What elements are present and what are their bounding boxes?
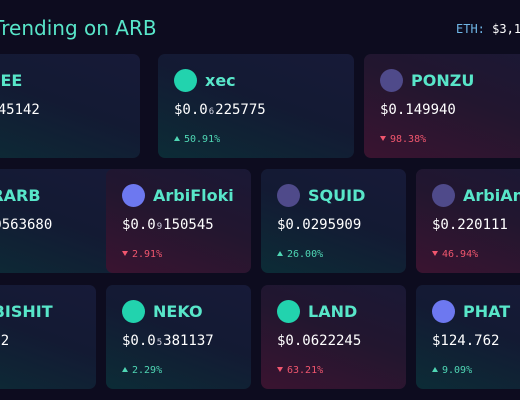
price-prefix: $0.0295909 (277, 217, 362, 233)
token-header: PHAT (432, 299, 510, 323)
token-price: $0.05381137 (122, 333, 214, 349)
token-header: ArbiFloki (122, 183, 234, 207)
token-price: 0000563680 (0, 217, 52, 233)
price-zero-count: 5 (156, 338, 163, 348)
price-change: 9.09% (432, 365, 472, 376)
token-card-neko[interactable]: NEKO $0.05381137 2.29% (106, 285, 251, 389)
page-title: Trending on ARB (0, 16, 157, 40)
token-name: ArbiFloki (153, 185, 234, 205)
eth-label: ETH: (456, 22, 485, 36)
arrow-down-icon (122, 251, 128, 256)
token-card-arbian[interactable]: ArbiAn $0.220111 46.94% (416, 169, 520, 273)
token-name: ArbiAn (463, 185, 520, 205)
price-change-value: 2.29% (132, 365, 163, 376)
token-card-evrarb[interactable]: EVRARB000056368031% (0, 169, 124, 273)
token-name: EVRARB (0, 185, 41, 205)
price-prefix: $0.0622245 (277, 333, 362, 349)
token-header: xec (174, 68, 236, 92)
price-change: 50.91% (174, 134, 220, 145)
token-card-arbee[interactable]: ArBEE01014514299% (0, 54, 140, 158)
price-prefix: $0.0 (122, 333, 156, 349)
token-header: EVRARB (0, 183, 41, 207)
token-logo-icon (432, 299, 455, 323)
token-name: ArBEE (0, 70, 23, 90)
arrow-down-icon (432, 251, 438, 256)
arrow-up-icon (174, 136, 180, 141)
token-name: NEKO (153, 301, 203, 321)
token-header: ArbiAn (432, 183, 520, 207)
eth-value: $3,15 (492, 22, 520, 36)
arrow-up-icon (122, 367, 128, 372)
price-change-value: 46.94% (442, 249, 479, 260)
token-logo-icon (122, 183, 145, 207)
price-change: 2.91% (122, 249, 162, 260)
price-change: 26.00% (277, 249, 323, 260)
token-name: xec (205, 70, 236, 90)
token-price: $0.09150545 (122, 217, 214, 233)
price-digits: 150545 (163, 217, 214, 233)
price-change: 2.29% (122, 365, 162, 376)
token-header: ArBEE (0, 68, 22, 92)
token-price: 49512 (0, 333, 9, 349)
token-price: 010145142 (0, 102, 40, 118)
token-card-land[interactable]: LAND $0.0622245 63.21% (261, 285, 406, 389)
arrow-down-icon (277, 367, 283, 372)
price-change: 63.21% (277, 365, 323, 376)
token-header: SQUID (277, 183, 365, 207)
price-digits: 225775 (215, 102, 266, 118)
arrow-up-icon (432, 367, 438, 372)
price-prefix: $0.149940 (380, 102, 456, 118)
price-change-value: 98.38% (390, 134, 427, 145)
token-logo-icon (277, 299, 300, 323)
token-card-arbishit[interactable]: ARBISHIT4951295% (0, 285, 96, 389)
token-price: $0.06225775 (174, 102, 266, 118)
token-logo-icon (122, 299, 145, 323)
token-header: NEKO (122, 299, 203, 323)
token-header: PONZU (380, 68, 474, 92)
price-digits: 145142 (0, 102, 40, 118)
token-price: $0.0622245 (277, 333, 361, 349)
price-zero-count: 9 (156, 222, 163, 232)
token-logo-icon (432, 183, 455, 207)
token-card-ponzu[interactable]: PONZU $0.149940 98.38% (364, 54, 520, 158)
price-prefix: 0000563680 (0, 217, 53, 233)
price-prefix: $124.762 (432, 333, 500, 349)
token-price: $0.0295909 (277, 217, 361, 233)
price-change-value: 50.91% (184, 134, 221, 145)
token-card-phat[interactable]: PHAT $124.762 9.09% (416, 285, 520, 389)
eth-price-ticker: ETH: $3,15 (456, 22, 520, 36)
price-change-value: 63.21% (287, 365, 324, 376)
token-logo-icon (174, 68, 197, 92)
price-change: 98.38% (380, 134, 426, 145)
token-name: ARBISHIT (0, 301, 53, 321)
price-change-value: 2.91% (132, 249, 163, 260)
token-card-xec[interactable]: xec $0.06225775 50.91% (158, 54, 354, 158)
token-price: $0.220111 (432, 217, 508, 233)
token-name: PHAT (463, 301, 511, 321)
price-change-value: 9.09% (442, 365, 473, 376)
price-prefix: $0.0 (122, 217, 156, 233)
price-prefix: $0.220111 (432, 217, 508, 233)
price-digits: 9512 (0, 333, 10, 349)
token-header: ARBISHIT (0, 299, 53, 323)
price-change: 46.94% (432, 249, 478, 260)
arrow-down-icon (380, 136, 386, 141)
token-logo-icon (380, 68, 403, 92)
price-zero-count: 6 (208, 107, 215, 117)
price-change-value: 26.00% (287, 249, 324, 260)
token-card-arbifloki[interactable]: ArbiFloki $0.09150545 2.91% (106, 169, 251, 273)
arrow-up-icon (277, 251, 283, 256)
token-price: $0.149940 (380, 102, 456, 118)
token-logo-icon (277, 183, 300, 207)
token-price: $124.762 (432, 333, 499, 349)
price-prefix: $0.0 (174, 102, 208, 118)
token-name: SQUID (308, 185, 366, 205)
token-card-squid[interactable]: SQUID $0.0295909 26.00% (261, 169, 406, 273)
token-header: LAND (277, 299, 357, 323)
token-name: PONZU (411, 70, 475, 90)
price-digits: 381137 (163, 333, 214, 349)
token-name: LAND (308, 301, 358, 321)
